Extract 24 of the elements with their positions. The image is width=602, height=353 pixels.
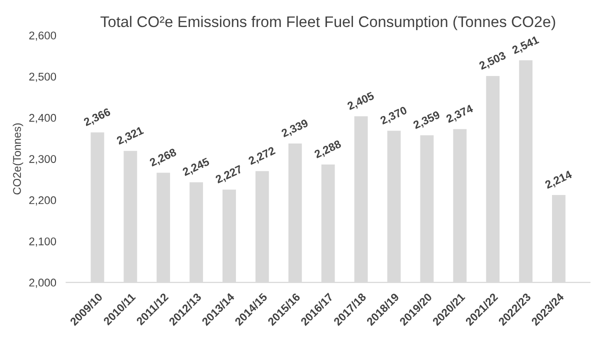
data-label: 2,288 (314, 140, 342, 160)
data-label: 2,321 (116, 126, 145, 146)
data-label: 2,272 (248, 146, 276, 166)
y-tick-label: 2,000 (29, 278, 56, 288)
data-label: 2,227 (214, 164, 244, 185)
data-label: 2,359 (412, 110, 442, 131)
y-tick-label: 2,600 (29, 32, 56, 41)
data-label: 2,374 (446, 104, 474, 124)
data-label: 2,245 (182, 157, 211, 178)
y-tick-label: 2,500 (29, 72, 56, 82)
data-label: 2,214 (544, 170, 574, 190)
chart-title: Total CO²e Emissions from Fleet Fuel Consumption (Tonnes CO2e) (100, 16, 556, 30)
data-label: 2,339 (280, 118, 310, 139)
y-tick-label: 2,400 (29, 114, 56, 124)
data-label: 2,366 (83, 108, 112, 128)
data-label: 2,541 (511, 36, 540, 56)
data-label: 2,503 (478, 51, 508, 72)
y-tick-label: 2,200 (29, 196, 56, 206)
data-label: 2,268 (149, 148, 178, 168)
data-label: 2,405 (346, 92, 376, 112)
data-label: 2,370 (380, 106, 408, 126)
y-axis-title: CO2e(Tonnes) (12, 123, 24, 194)
y-tick-label: 2,300 (29, 155, 56, 164)
y-tick-label: 2,100 (29, 237, 56, 247)
